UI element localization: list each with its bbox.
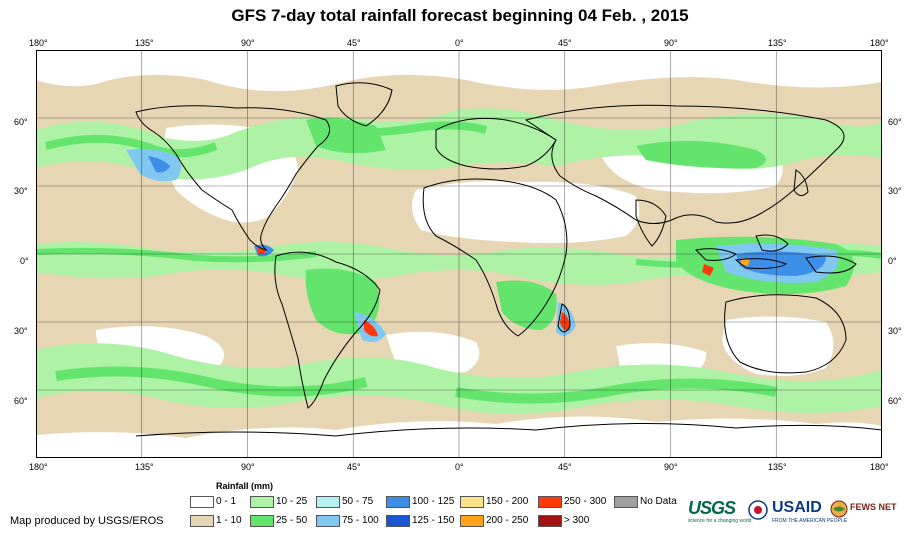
new-guinea-outline xyxy=(805,255,857,274)
legend-swatch xyxy=(316,515,340,527)
south-america-outline xyxy=(274,251,381,409)
legend-label: 25 - 50 xyxy=(276,515,308,526)
lon-tick: 135° xyxy=(135,38,154,48)
legend-swatch xyxy=(250,496,274,508)
legend-label: 50 - 75 xyxy=(342,496,374,507)
lon-tick: 0° xyxy=(455,462,464,472)
legend-label: 250 - 300 xyxy=(564,496,607,507)
usgs-logo-text: USGS xyxy=(688,498,736,518)
lon-tick: 180° xyxy=(870,462,889,472)
legend-label: 125 - 150 xyxy=(412,515,455,526)
maritime-peak xyxy=(702,264,714,276)
usaid-seal-icon xyxy=(748,500,768,520)
legend-swatch xyxy=(250,515,274,527)
graticule xyxy=(36,50,882,458)
lat-tick: 60° xyxy=(888,396,902,406)
lat-tick: 0° xyxy=(20,256,29,266)
lat-tick: 30° xyxy=(14,326,28,336)
lat-tick: 30° xyxy=(888,186,902,196)
lon-tick: 45° xyxy=(558,38,572,48)
legend-label: 0 - 1 xyxy=(216,496,237,507)
japan-outline xyxy=(793,169,809,196)
lat-tick: 30° xyxy=(14,186,28,196)
asia-outline xyxy=(524,104,845,224)
lat-tick: 60° xyxy=(14,117,28,127)
fews-logo-text: FEWS NET xyxy=(850,502,897,512)
lon-tick: 180° xyxy=(29,462,48,472)
brazil-storm-peak xyxy=(364,320,378,337)
north-america-outline xyxy=(135,105,331,251)
lon-tick: 45° xyxy=(558,462,572,472)
north-pacific-wet-east xyxy=(636,140,766,169)
legend-label: 1 - 10 xyxy=(216,515,242,526)
lat-tick: 60° xyxy=(888,117,902,127)
legend-swatch xyxy=(538,496,562,508)
legend-swatch xyxy=(386,496,410,508)
rainfall-map-svg xyxy=(36,50,882,458)
lon-tick: 135° xyxy=(135,462,154,472)
borneo-outline xyxy=(755,234,789,252)
legend-swatch xyxy=(460,496,484,508)
south-africa-wet xyxy=(496,280,557,330)
legend-swatch xyxy=(614,496,638,508)
usaid-logo-text: USAID xyxy=(772,499,822,516)
lon-tick: 45° xyxy=(347,462,361,472)
legend-swatch xyxy=(190,496,214,508)
india-outline xyxy=(635,199,667,247)
legend-swatch xyxy=(538,515,562,527)
usaid-logo-tagline: FROM THE AMERICAN PEOPLE xyxy=(772,518,847,524)
lon-tick: 90° xyxy=(664,38,678,48)
north-atlantic-wet xyxy=(306,118,386,154)
coastlines xyxy=(135,82,882,437)
legend-label: > 300 xyxy=(564,515,590,526)
map-frame xyxy=(36,50,882,458)
maritime-peak xyxy=(740,258,750,266)
lon-tick: 90° xyxy=(664,462,678,472)
lon-tick: 135° xyxy=(768,462,787,472)
australia-dry xyxy=(722,316,834,376)
java-outline xyxy=(734,258,788,269)
legend-swatch xyxy=(460,515,484,527)
credit-text: Map produced by USGS/EROS xyxy=(10,515,164,527)
lon-tick: 135° xyxy=(768,38,787,48)
legend-label: 200 - 250 xyxy=(486,515,529,526)
lon-tick: 90° xyxy=(241,38,255,48)
legend-swatch xyxy=(190,515,214,527)
legend-label: 75 - 100 xyxy=(342,515,379,526)
map-title: GFS 7-day total rainfall forecast beginn… xyxy=(231,6,689,25)
europe-outline xyxy=(435,117,557,170)
greenland-outline xyxy=(335,82,393,127)
sahara-dry xyxy=(412,181,640,244)
legend-label: 100 - 125 xyxy=(412,496,455,507)
legend-swatch xyxy=(386,515,410,527)
lon-tick: 0° xyxy=(455,38,464,48)
australia-outline xyxy=(724,294,847,374)
legend-label: No Data xyxy=(640,496,677,507)
lon-tick: 180° xyxy=(870,38,889,48)
maritime-storm-core xyxy=(736,251,826,276)
lon-tick: 45° xyxy=(347,38,361,48)
fews-globe-icon xyxy=(830,500,848,518)
pacific-nw-storm-core xyxy=(148,156,170,173)
lon-tick: 180° xyxy=(29,38,48,48)
lat-tick: 60° xyxy=(14,396,28,406)
lat-tick: 30° xyxy=(888,326,902,336)
legend-title: Rainfall (mm) xyxy=(216,481,274,491)
rainfall-map xyxy=(36,50,882,458)
legend-label: 150 - 200 xyxy=(486,496,529,507)
lat-tick: 0° xyxy=(888,256,897,266)
legend-label: 10 - 25 xyxy=(276,496,308,507)
lon-tick: 90° xyxy=(241,462,255,472)
africa-outline xyxy=(422,178,568,337)
usgs-logo-tagline: science for a changing world xyxy=(688,518,752,524)
antarctica-outline xyxy=(135,422,882,437)
legend-swatch xyxy=(316,496,340,508)
madagascar-outline xyxy=(557,303,571,333)
